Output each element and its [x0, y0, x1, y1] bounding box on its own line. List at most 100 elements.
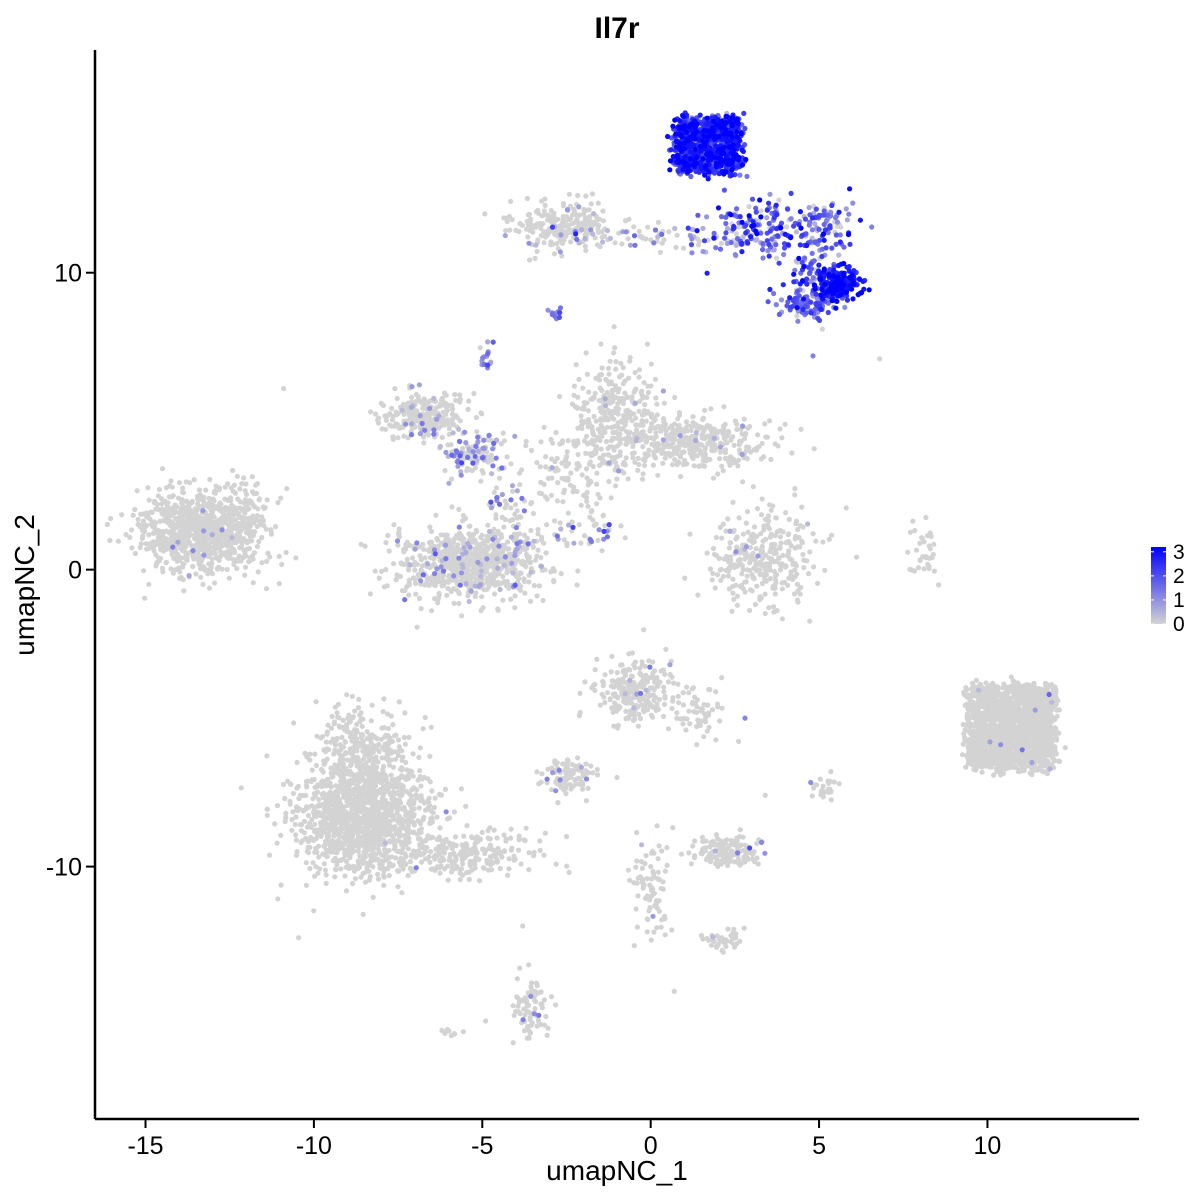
cell-point — [726, 545, 733, 551]
cell-point — [631, 224, 637, 230]
cell-point — [249, 538, 255, 544]
cell-point — [777, 534, 784, 540]
cell-point — [209, 556, 215, 562]
cell-point — [584, 226, 590, 232]
cell-point — [740, 531, 746, 537]
cell-point — [543, 464, 549, 470]
cell-point — [421, 546, 427, 553]
cell-point — [597, 430, 604, 436]
cell-point — [754, 533, 760, 539]
cell-point — [473, 540, 479, 546]
cell-point — [683, 442, 690, 448]
cell-point — [575, 451, 581, 458]
cell-point — [263, 586, 270, 592]
cell-point — [456, 506, 462, 512]
cell-point — [183, 479, 189, 485]
cell-point — [531, 582, 538, 589]
cell-point — [170, 507, 176, 513]
cell-point — [263, 526, 269, 532]
cell-point — [474, 429, 480, 435]
cell-point — [915, 565, 922, 571]
cell-point — [471, 390, 477, 397]
cell-point — [600, 218, 607, 224]
cell-point — [645, 224, 651, 230]
cell-point — [465, 406, 471, 412]
cell-point — [740, 479, 746, 485]
cell-point — [806, 571, 812, 577]
cell-point — [446, 426, 452, 432]
cell-point — [643, 418, 649, 424]
cell-point — [479, 532, 485, 538]
cell-point — [688, 427, 694, 433]
cell-point — [435, 596, 441, 602]
cell-point — [212, 580, 218, 586]
cell-point — [793, 521, 799, 527]
cell-point — [773, 577, 779, 583]
cell-point — [965, 706, 971, 712]
cell-point — [575, 568, 581, 574]
cell-point — [390, 434, 396, 440]
cell-point — [175, 551, 181, 557]
cell-point — [358, 541, 364, 547]
cell-point — [631, 431, 638, 437]
cell-point — [548, 492, 555, 498]
cell-point — [597, 405, 603, 411]
cell-point — [795, 599, 801, 605]
cell-point — [927, 555, 933, 561]
cell-point — [552, 459, 558, 465]
cell-point — [516, 228, 522, 235]
cell-point — [583, 231, 590, 237]
cell-point — [179, 489, 186, 495]
cell-point — [696, 242, 702, 248]
cell-point — [588, 201, 594, 207]
cell-point — [245, 527, 251, 533]
cell-point — [590, 463, 596, 470]
cell-point — [960, 741, 966, 747]
cell-point — [416, 595, 423, 602]
cell-point — [636, 461, 642, 468]
cell-point — [766, 563, 773, 569]
cell-point — [163, 528, 169, 534]
cell-point — [244, 540, 250, 546]
cell-point — [736, 515, 742, 521]
cell-point — [545, 475, 552, 481]
cell-point — [721, 556, 728, 562]
cell-point — [444, 407, 450, 413]
cell-point — [931, 568, 938, 574]
cell-point — [641, 462, 648, 469]
cell-point — [209, 503, 215, 509]
cell-point — [754, 445, 760, 451]
cell-point — [779, 586, 786, 592]
cell-point — [614, 464, 620, 470]
cell-point — [171, 535, 177, 541]
cell-point — [758, 456, 765, 462]
cell-point — [568, 470, 574, 476]
cell-point — [758, 595, 764, 601]
cell-point — [597, 437, 603, 444]
cell-point — [206, 541, 212, 547]
cell-point — [499, 514, 505, 521]
cell-point — [960, 721, 966, 728]
cell-point — [635, 455, 641, 461]
cell-point — [205, 551, 211, 557]
cell-point — [627, 355, 633, 361]
cell-point — [607, 444, 613, 450]
cell-point — [638, 436, 645, 443]
cell-point — [680, 245, 687, 251]
cell-point — [209, 521, 215, 527]
cell-point — [396, 531, 402, 538]
cell-point — [521, 559, 527, 565]
cell-point — [759, 580, 766, 587]
cell-point — [575, 425, 581, 431]
cell-point — [256, 518, 263, 524]
cell-point — [652, 376, 659, 382]
cell-point — [254, 543, 260, 550]
cell-point — [376, 415, 382, 421]
cell-point — [214, 555, 220, 561]
cell-point — [613, 359, 619, 365]
cell-point — [154, 560, 160, 566]
cell-point — [599, 365, 605, 371]
cell-point — [783, 510, 789, 516]
cell-point — [560, 499, 566, 505]
cell-point — [451, 600, 457, 607]
